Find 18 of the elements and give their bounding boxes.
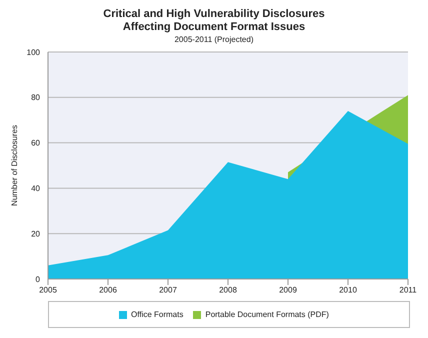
x-tick-label: 2011: [399, 286, 418, 295]
y-tick-label: 0: [36, 274, 41, 284]
x-tick-label: 2009: [279, 286, 298, 295]
x-tick-label: 2005: [39, 286, 58, 295]
x-tick-label: 2006: [99, 286, 118, 295]
legend-label: Office Formats: [131, 310, 184, 319]
legend-label: Portable Document Formats (PDF): [205, 310, 329, 319]
x-tick-label: 2010: [339, 286, 358, 295]
y-axis-title: Number of Disclosures: [10, 125, 19, 206]
y-tick-label: 40: [31, 184, 41, 194]
chart-subtitle: 2005-2011 (Projected): [173, 35, 254, 44]
x-tick-label: 2008: [219, 286, 238, 295]
chart-title: Critical and High Vulnerability Disclosures Affecting Document Format Issues: [102, 8, 326, 34]
y-tick-label: 100: [26, 48, 41, 57]
y-tick-label: 60: [31, 138, 41, 148]
y-tick-label: 20: [31, 229, 41, 238]
y-tick-label: 80: [31, 93, 41, 102]
x-tick-label: 2007: [159, 286, 178, 295]
